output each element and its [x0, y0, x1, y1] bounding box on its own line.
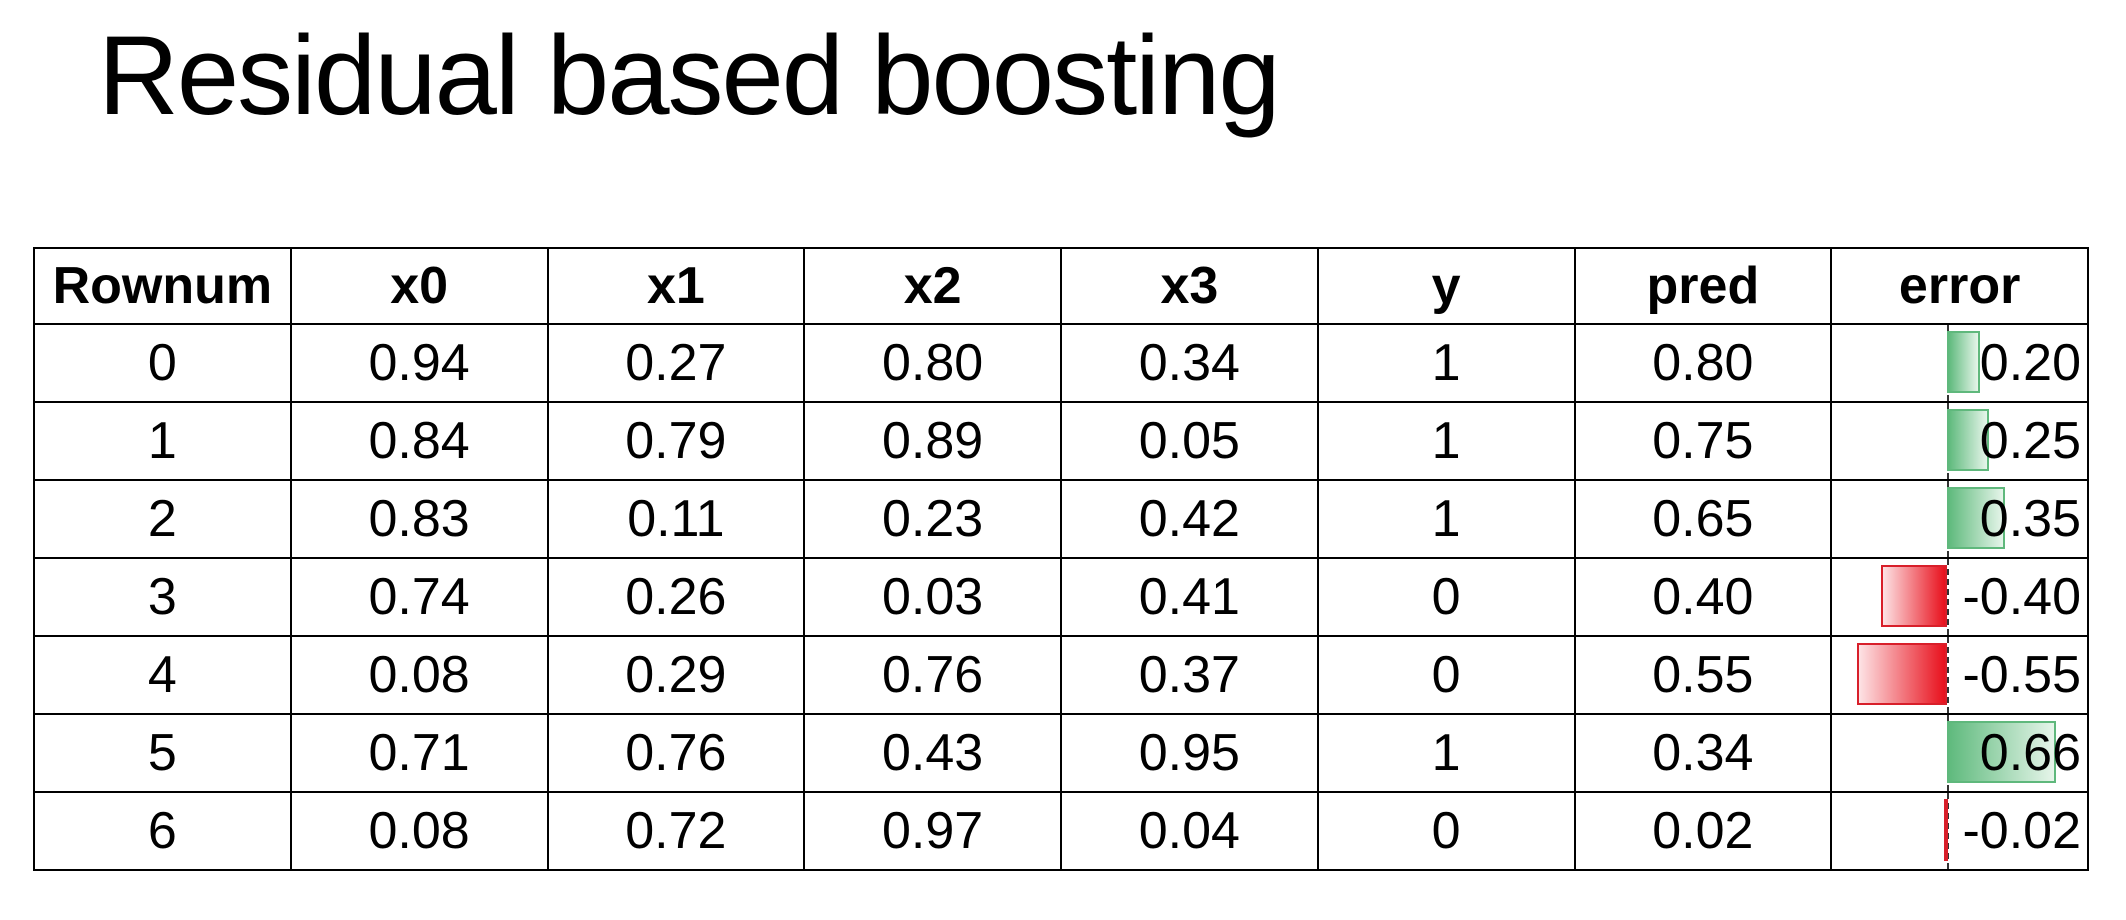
error-zero-axis	[1947, 560, 1950, 634]
header-pred: pred	[1573, 247, 1833, 325]
cell-x2: 0.03	[803, 557, 1062, 637]
error-value: 0.20	[1979, 334, 2081, 392]
cell-y: 1	[1316, 323, 1576, 403]
cell-error: 0.25	[1830, 401, 2089, 481]
error-bar-negative	[1881, 565, 1948, 627]
cell-y: 1	[1316, 713, 1576, 793]
header-error: error	[1830, 247, 2089, 325]
residual-table: Rownum x0 x1 x2 x3 y pred error 0 0.94 0.2…	[33, 247, 2089, 871]
table-row: 3 0.74 0.26 0.03 0.41 0 0.40 -0.40	[33, 557, 2089, 637]
table-row: 0 0.94 0.27 0.80 0.34 1 0.80 0.20	[33, 323, 2089, 403]
cell-x0: 0.84	[289, 401, 549, 481]
error-value: -0.02	[1962, 802, 2081, 860]
cell-x3: 0.37	[1060, 635, 1319, 715]
cell-pred: 0.02	[1573, 791, 1833, 871]
cell-pred: 0.40	[1573, 557, 1833, 637]
cell-rownum: 1	[33, 401, 292, 481]
cell-rownum: 0	[33, 323, 292, 403]
cell-x3: 0.34	[1060, 323, 1319, 403]
cell-x3: 0.42	[1060, 479, 1319, 559]
cell-x2: 0.76	[803, 635, 1062, 715]
table-row: 1 0.84 0.79 0.89 0.05 1 0.75 0.25	[33, 401, 2089, 481]
error-value: 0.35	[1979, 490, 2081, 548]
cell-x0: 0.08	[289, 635, 549, 715]
cell-x1: 0.76	[546, 713, 806, 793]
header-row: Rownum x0 x1 x2 x3 y pred error	[33, 247, 2089, 325]
error-value: -0.40	[1962, 568, 2081, 626]
cell-rownum: 6	[33, 791, 292, 871]
error-bar-positive	[1947, 409, 1989, 471]
header-rownum: Rownum	[33, 247, 292, 325]
cell-x3: 0.95	[1060, 713, 1319, 793]
cell-x1: 0.26	[546, 557, 806, 637]
cell-error: 0.20	[1830, 323, 2089, 403]
error-zero-axis	[1947, 794, 1950, 868]
error-bar-positive	[1947, 487, 2005, 549]
cell-y: 0	[1316, 557, 1576, 637]
cell-error: -0.55	[1830, 635, 2089, 715]
cell-x0: 0.71	[289, 713, 549, 793]
error-value: 0.25	[1979, 412, 2081, 470]
error-zero-axis	[1947, 638, 1950, 712]
cell-y: 1	[1316, 479, 1576, 559]
cell-error: -0.02	[1830, 791, 2089, 871]
cell-x2: 0.89	[803, 401, 1062, 481]
cell-error: -0.40	[1830, 557, 2089, 637]
cell-x0: 0.83	[289, 479, 549, 559]
error-bar-negative	[1856, 643, 1948, 705]
cell-pred: 0.55	[1573, 635, 1833, 715]
header-x1: x1	[546, 247, 806, 325]
cell-pred: 0.34	[1573, 713, 1833, 793]
cell-rownum: 2	[33, 479, 292, 559]
cell-x1: 0.79	[546, 401, 806, 481]
header-x0: x0	[289, 247, 549, 325]
cell-pred: 0.80	[1573, 323, 1833, 403]
cell-rownum: 3	[33, 557, 292, 637]
cell-rownum: 4	[33, 635, 292, 715]
cell-y: 0	[1316, 791, 1576, 871]
error-bar-positive	[1947, 721, 2057, 783]
cell-x1: 0.72	[546, 791, 806, 871]
table-row: 5 0.71 0.76 0.43 0.95 1 0.34 0.66	[33, 713, 2089, 793]
cell-x0: 0.08	[289, 791, 549, 871]
cell-x3: 0.41	[1060, 557, 1319, 637]
error-value: 0.66	[1979, 724, 2081, 782]
header-y: y	[1316, 247, 1576, 325]
error-bar-negative	[1943, 799, 1948, 861]
cell-x2: 0.43	[803, 713, 1062, 793]
cell-y: 1	[1316, 401, 1576, 481]
cell-x2: 0.80	[803, 323, 1062, 403]
cell-x0: 0.74	[289, 557, 549, 637]
cell-pred: 0.75	[1573, 401, 1833, 481]
error-value: -0.55	[1962, 646, 2081, 704]
cell-x2: 0.23	[803, 479, 1062, 559]
header-x3: x3	[1060, 247, 1319, 325]
cell-error: 0.66	[1830, 713, 2089, 793]
cell-x2: 0.97	[803, 791, 1062, 871]
cell-y: 0	[1316, 635, 1576, 715]
table-row: 6 0.08 0.72 0.97 0.04 0 0.02 -0.02	[33, 791, 2089, 871]
cell-pred: 0.65	[1573, 479, 1833, 559]
table-row: 2 0.83 0.11 0.23 0.42 1 0.65 0.35	[33, 479, 2089, 559]
table-row: 4 0.08 0.29 0.76 0.37 0 0.55 -0.55	[33, 635, 2089, 715]
cell-error: 0.35	[1830, 479, 2089, 559]
cell-x1: 0.11	[546, 479, 806, 559]
slide-title: Residual based boosting	[98, 13, 1281, 138]
cell-x1: 0.27	[546, 323, 806, 403]
cell-x3: 0.05	[1060, 401, 1319, 481]
header-x2: x2	[803, 247, 1062, 325]
cell-rownum: 5	[33, 713, 292, 793]
error-bar-positive	[1947, 331, 1981, 393]
cell-x3: 0.04	[1060, 791, 1319, 871]
cell-x0: 0.94	[289, 323, 549, 403]
cell-x1: 0.29	[546, 635, 806, 715]
